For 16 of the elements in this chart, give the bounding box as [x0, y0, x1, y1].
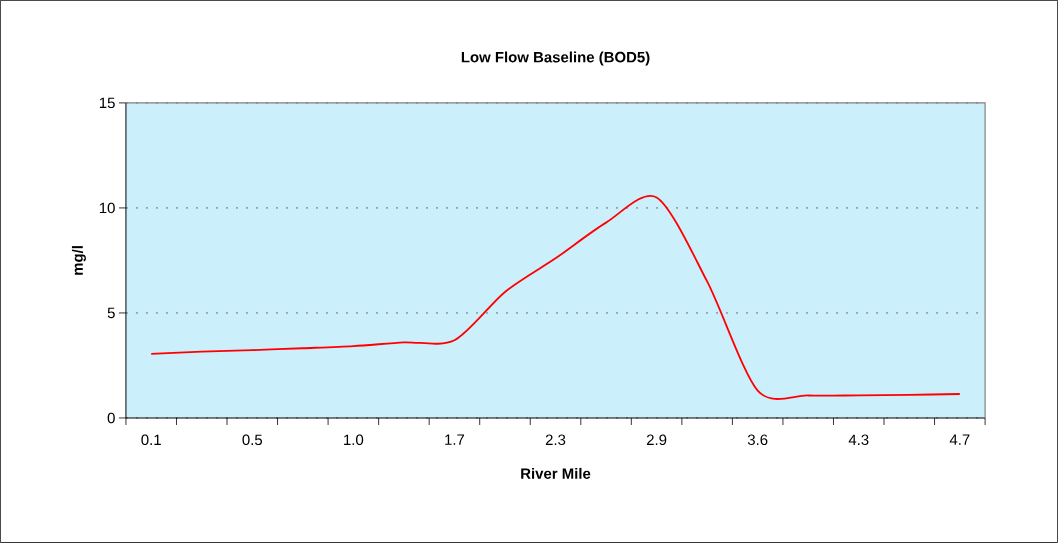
- x-tick-label: 4.3: [848, 434, 869, 446]
- x-tick-label: 0.1: [141, 434, 161, 446]
- y-axis-title: mg/l: [71, 246, 86, 275]
- x-tick-label: 1.0: [344, 434, 364, 446]
- y-tick-label: 10: [99, 202, 115, 214]
- y-tick-label: 5: [107, 307, 115, 319]
- x-tick-label: 2.3: [545, 434, 566, 446]
- x-tick-label: 2.9: [646, 434, 667, 446]
- chart-title: Low Flow Baseline (BOD5): [461, 51, 650, 66]
- y-tick-label: 15: [99, 97, 115, 109]
- x-tick-label: 1.7: [445, 434, 465, 445]
- x-tick-label: 3.6: [747, 434, 768, 446]
- y-tick-label: 0: [107, 412, 115, 424]
- x-tick-label: 4.7: [949, 434, 970, 445]
- x-axis-title: River Mile: [521, 467, 591, 479]
- x-tick-label: 0.5: [242, 434, 263, 446]
